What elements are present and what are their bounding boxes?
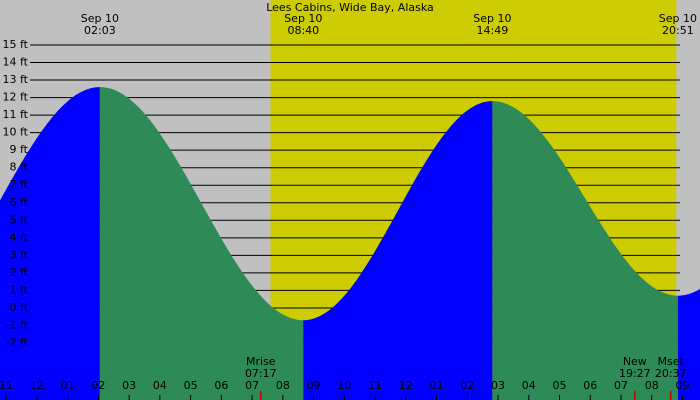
hour-label: 02 bbox=[460, 379, 474, 392]
chart-title: Lees Cabins, Wide Bay, Alaska bbox=[266, 1, 434, 14]
y-tick-label: 8 ft bbox=[10, 161, 29, 174]
y-tick-label: 6 ft bbox=[10, 196, 29, 209]
y-tick-label: 4 ft bbox=[10, 231, 29, 244]
hour-label: 05 bbox=[184, 379, 198, 392]
moon-event-name: New bbox=[623, 355, 647, 368]
y-tick-label: 3 ft bbox=[10, 248, 29, 261]
hour-label: 09 bbox=[307, 379, 321, 392]
y-tick-label: 11 ft bbox=[3, 108, 29, 121]
y-tick-label: 13 ft bbox=[3, 73, 29, 86]
hour-label: 06 bbox=[583, 379, 597, 392]
hour-label: 09 bbox=[675, 379, 689, 392]
hour-label: 03 bbox=[491, 379, 505, 392]
hour-label: 05 bbox=[553, 379, 567, 392]
hour-label: 11 bbox=[0, 379, 13, 392]
hour-label: 12 bbox=[30, 379, 44, 392]
tide-date: Sep 10 bbox=[473, 12, 511, 25]
moon-event-name: Mset bbox=[658, 355, 685, 368]
tide-time: 08:40 bbox=[287, 24, 319, 37]
tide-time: 02:03 bbox=[84, 24, 116, 37]
tide-time: 14:49 bbox=[477, 24, 509, 37]
falling-tide bbox=[99, 87, 304, 400]
hour-label: 04 bbox=[522, 379, 536, 392]
y-tick-label: -1 ft bbox=[6, 318, 29, 331]
moon-event-time: 20:37 bbox=[655, 367, 687, 380]
hour-label: 01 bbox=[430, 379, 444, 392]
tide-date: Sep 10 bbox=[81, 12, 119, 25]
falling-tide bbox=[492, 101, 678, 400]
hour-label: 01 bbox=[61, 379, 75, 392]
y-tick-label: 12 ft bbox=[3, 91, 29, 104]
y-tick-label: 9 ft bbox=[10, 143, 29, 156]
y-tick-label: -2 ft bbox=[6, 336, 29, 349]
y-tick-label: 7 ft bbox=[10, 178, 29, 191]
hour-label: 07 bbox=[614, 379, 628, 392]
rising-tide bbox=[303, 101, 493, 400]
rising-tide bbox=[677, 288, 700, 400]
hour-label: 07 bbox=[245, 379, 259, 392]
hour-label: 08 bbox=[276, 379, 290, 392]
tide-date: Sep 10 bbox=[659, 12, 697, 25]
hour-label: 10 bbox=[337, 379, 351, 392]
y-tick-label: 15 ft bbox=[3, 38, 29, 51]
y-tick-label: 10 ft bbox=[3, 126, 29, 139]
tide-date: Sep 10 bbox=[284, 12, 322, 25]
hour-label: 04 bbox=[153, 379, 167, 392]
rising-tide bbox=[0, 87, 100, 400]
hour-label: 12 bbox=[399, 379, 413, 392]
y-tick-label: 1 ft bbox=[10, 283, 29, 296]
y-tick-label: 14 ft bbox=[3, 56, 29, 69]
y-tick-label: 2 ft bbox=[10, 266, 29, 279]
hour-label: 03 bbox=[122, 379, 136, 392]
moon-event-time: 19:27 bbox=[619, 367, 651, 380]
hour-label: 02 bbox=[91, 379, 105, 392]
y-tick-label: 0 ft bbox=[10, 301, 29, 314]
tide-time: 20:51 bbox=[662, 24, 694, 37]
moon-event-name: Mrise bbox=[246, 355, 276, 368]
hour-label: 11 bbox=[368, 379, 382, 392]
hour-label: 06 bbox=[214, 379, 228, 392]
moon-event-time: 07:17 bbox=[245, 367, 277, 380]
y-tick-label: 5 ft bbox=[10, 213, 29, 226]
hour-label: 08 bbox=[645, 379, 659, 392]
